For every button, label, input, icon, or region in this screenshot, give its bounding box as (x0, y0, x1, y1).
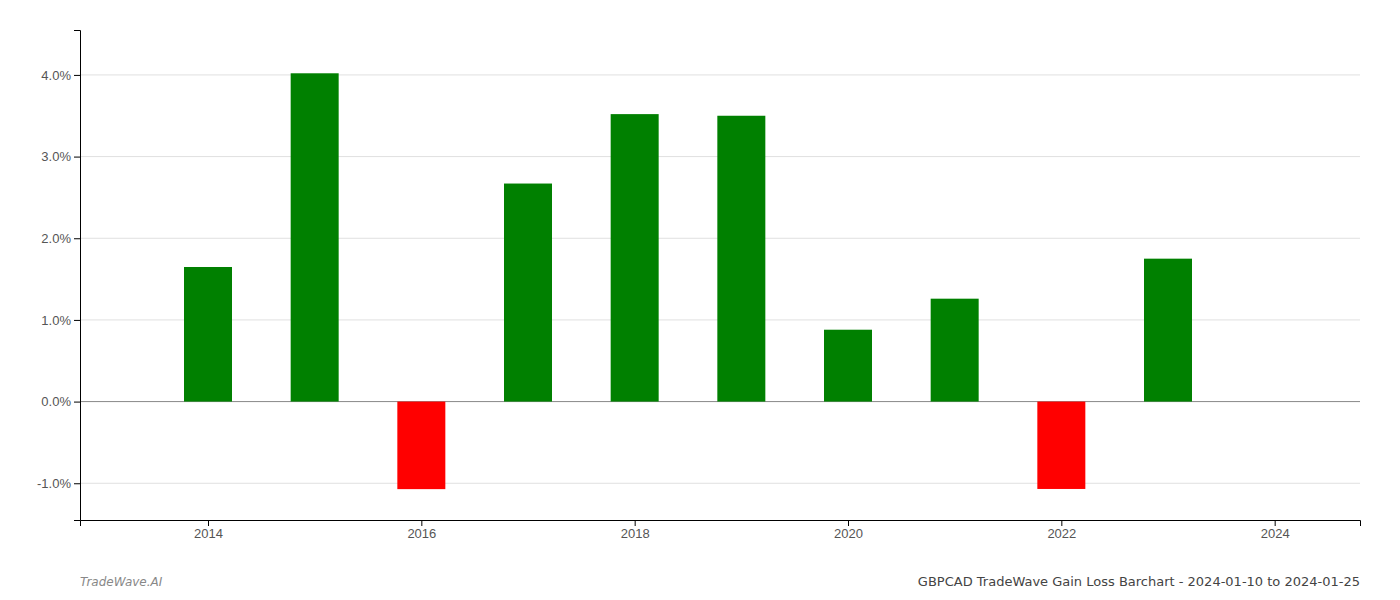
y-tick-label: 2.0% (41, 231, 71, 246)
bar (184, 267, 232, 402)
y-tick-label: 3.0% (41, 149, 71, 164)
bar (504, 184, 552, 402)
grid-line (80, 74, 1360, 75)
x-tick-mark (1061, 520, 1062, 526)
x-tick-mark (208, 520, 209, 526)
x-tick: 2016 (407, 520, 436, 541)
footer: TradeWave.AI (80, 575, 163, 589)
bar (611, 114, 659, 401)
y-tick: 2.0% (41, 231, 80, 246)
x-tick-mark (421, 520, 422, 526)
y-tick-label: 0.0% (41, 394, 71, 409)
x-tick: 2024 (1261, 520, 1290, 541)
title: GBPCAD TradeWave Gain Loss Barchart - 20… (918, 574, 1360, 589)
x-tick-label: 2016 (407, 526, 436, 541)
x-tick-label: 2020 (834, 526, 863, 541)
plot: 2014 2016 2018 2020 2022 2024 -1.0% 0.0% 1.0% 2.0… (37, 31, 1360, 542)
y-tick-mark (74, 320, 80, 321)
y-tick-mark (74, 402, 80, 403)
grid (80, 75, 1360, 483)
y-tick: 3.0% (41, 149, 80, 164)
bar (1144, 259, 1192, 402)
x-tick: 2020 (834, 520, 863, 541)
bars (184, 73, 1192, 489)
x-axis-line (81, 521, 1361, 527)
y-tick: 4.0% (41, 68, 80, 83)
x-tick: 2022 (1047, 520, 1076, 541)
y-tick-label: 1.0% (41, 313, 71, 328)
bar (717, 116, 765, 402)
x-tick-mark (635, 520, 636, 526)
y-tick-mark (74, 238, 80, 239)
bar (931, 299, 979, 402)
bar (291, 73, 339, 401)
y-axis: -1.0% 0.0% 1.0% 2.0% 3.0% 4.0% (37, 31, 80, 521)
y-tick-mark (74, 75, 80, 76)
y-tick-label: -1.0% (37, 476, 71, 491)
y-tick: 0.0% (41, 394, 80, 409)
x-tick-label: 2018 (621, 526, 650, 541)
y-tick-label: 4.0% (41, 68, 71, 83)
chart: 2014 2016 2018 2020 2022 2024 -1.0% 0.0% 1.0% 2.0… (0, 0, 1400, 600)
bar (824, 330, 872, 402)
x-tick-label: 2014 (194, 526, 223, 541)
y-tick: -1.0% (37, 476, 80, 491)
x-tick-mark (848, 520, 849, 526)
y-axis-line (74, 31, 81, 521)
x-tick: 2018 (621, 520, 650, 541)
grid-line (80, 483, 1360, 484)
x-tick-label: 2024 (1261, 526, 1290, 541)
y-tick: 1.0% (41, 313, 80, 328)
y-tick-mark (74, 483, 80, 484)
x-tick-label: 2022 (1047, 526, 1076, 541)
bar (1037, 402, 1085, 489)
x-axis: 2014 2016 2018 2020 2022 2024 (81, 520, 1361, 541)
bar (397, 402, 445, 490)
y-tick-mark (74, 157, 80, 158)
x-tick: 2014 (194, 520, 223, 541)
x-tick-mark (1275, 520, 1276, 526)
